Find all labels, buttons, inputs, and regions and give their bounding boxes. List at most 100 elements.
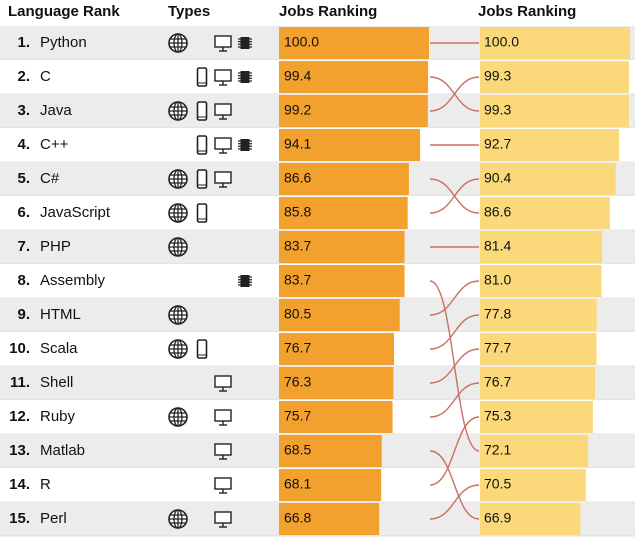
header-jobs-2: Jobs Ranking bbox=[478, 3, 576, 20]
jobs-value-2: 66.9 bbox=[484, 510, 511, 526]
phone bbox=[196, 169, 208, 189]
jobs-bar-2 bbox=[480, 197, 610, 229]
monitor bbox=[214, 375, 232, 388]
jobs-bar bbox=[279, 95, 428, 127]
desktop-icon bbox=[214, 35, 232, 52]
rank-number: 13. bbox=[9, 442, 30, 459]
web-icon bbox=[168, 509, 188, 529]
desktop-icon bbox=[214, 137, 232, 154]
monitor bbox=[214, 409, 232, 422]
jobs-value-2: 76.7 bbox=[484, 374, 511, 390]
jobs-value-2: 81.0 bbox=[484, 272, 511, 288]
jobs-bar bbox=[279, 299, 400, 331]
monitor bbox=[214, 511, 232, 524]
monitor bbox=[214, 103, 232, 116]
jobs-bar-2 bbox=[480, 61, 629, 93]
jobs-value: 80.5 bbox=[284, 306, 311, 322]
desktop-icon bbox=[214, 409, 232, 426]
jobs-bar bbox=[279, 163, 409, 195]
rank-number: 15. bbox=[9, 510, 30, 527]
desktop-icon bbox=[214, 103, 232, 120]
rank-number: 14. bbox=[9, 476, 30, 493]
language-name: Java bbox=[40, 102, 72, 119]
jobs-bar-2 bbox=[480, 231, 603, 263]
chip bbox=[240, 71, 250, 83]
jobs-bar-2 bbox=[480, 503, 581, 535]
monitor bbox=[214, 35, 232, 48]
jobs-value-2: 72.1 bbox=[484, 442, 511, 458]
rank-number: 6. bbox=[17, 204, 30, 221]
chip bbox=[240, 275, 250, 287]
phone bbox=[196, 339, 208, 359]
language-name: Scala bbox=[40, 340, 78, 357]
jobs-value-2: 86.6 bbox=[484, 204, 511, 220]
jobs-value: 85.8 bbox=[284, 204, 311, 220]
jobs-value: 76.7 bbox=[284, 340, 311, 356]
jobs-bar bbox=[279, 333, 395, 365]
rank-link bbox=[429, 450, 480, 520]
phone bbox=[196, 135, 208, 155]
jobs-value: 100.0 bbox=[284, 34, 319, 50]
header-types: Types bbox=[168, 3, 210, 20]
rank-link bbox=[429, 76, 480, 112]
rank-link bbox=[429, 348, 480, 384]
monitor bbox=[214, 443, 232, 456]
monitor bbox=[214, 69, 232, 82]
jobs-value-2: 81.4 bbox=[484, 238, 511, 254]
mobile-icon bbox=[196, 101, 208, 121]
web-icon bbox=[168, 169, 188, 189]
embedded-icon bbox=[238, 139, 252, 151]
header-rank: Language Rank bbox=[8, 3, 120, 20]
jobs-bar-2 bbox=[480, 333, 597, 365]
embedded-icon bbox=[238, 71, 252, 83]
jobs-value-2: 99.3 bbox=[484, 102, 511, 118]
web-icon bbox=[168, 305, 188, 325]
language-name: R bbox=[40, 476, 51, 493]
jobs-value: 99.4 bbox=[284, 68, 311, 84]
desktop-icon bbox=[214, 477, 232, 494]
rank-link bbox=[429, 416, 480, 486]
jobs-bar-2 bbox=[480, 435, 589, 467]
embedded-icon bbox=[238, 275, 252, 287]
rank-number: 8. bbox=[17, 272, 30, 289]
chip bbox=[240, 139, 250, 151]
language-name: C bbox=[40, 68, 51, 85]
language-name: PHP bbox=[40, 238, 71, 255]
desktop-icon bbox=[214, 511, 232, 528]
jobs-bar-2 bbox=[480, 265, 602, 297]
jobs-value: 75.7 bbox=[284, 408, 311, 424]
monitor bbox=[214, 171, 232, 184]
rank-number: 4. bbox=[17, 136, 30, 153]
language-name: JavaScript bbox=[40, 204, 111, 221]
jobs-value: 68.5 bbox=[284, 442, 311, 458]
rank-link bbox=[429, 382, 480, 418]
monitor bbox=[214, 137, 232, 150]
rank-number: 3. bbox=[17, 102, 30, 119]
web-icon bbox=[168, 407, 188, 427]
rank-number: 11. bbox=[10, 374, 30, 391]
jobs-value-2: 99.3 bbox=[484, 68, 511, 84]
mobile-icon bbox=[196, 203, 208, 223]
monitor bbox=[214, 477, 232, 490]
jobs-bar bbox=[279, 469, 382, 501]
desktop-icon bbox=[214, 443, 232, 460]
language-name: HTML bbox=[40, 306, 81, 323]
language-name: Perl bbox=[40, 510, 67, 527]
web-icon bbox=[168, 339, 188, 359]
jobs-value: 83.7 bbox=[284, 238, 311, 254]
jobs-bar-2 bbox=[480, 95, 629, 127]
language-name: C# bbox=[40, 170, 60, 187]
jobs-bar-2 bbox=[480, 469, 586, 501]
rank-link bbox=[429, 280, 480, 316]
rank-number: 2. bbox=[17, 68, 30, 85]
jobs-bar bbox=[279, 61, 429, 93]
jobs-bar-2 bbox=[480, 401, 593, 433]
jobs-bar bbox=[279, 197, 408, 229]
jobs-value-2: 75.3 bbox=[484, 408, 511, 424]
language-name: Ruby bbox=[40, 408, 76, 425]
web-icon bbox=[168, 237, 188, 257]
mobile-icon bbox=[196, 339, 208, 359]
jobs-bar bbox=[279, 401, 393, 433]
jobs-bar-2 bbox=[480, 299, 597, 331]
